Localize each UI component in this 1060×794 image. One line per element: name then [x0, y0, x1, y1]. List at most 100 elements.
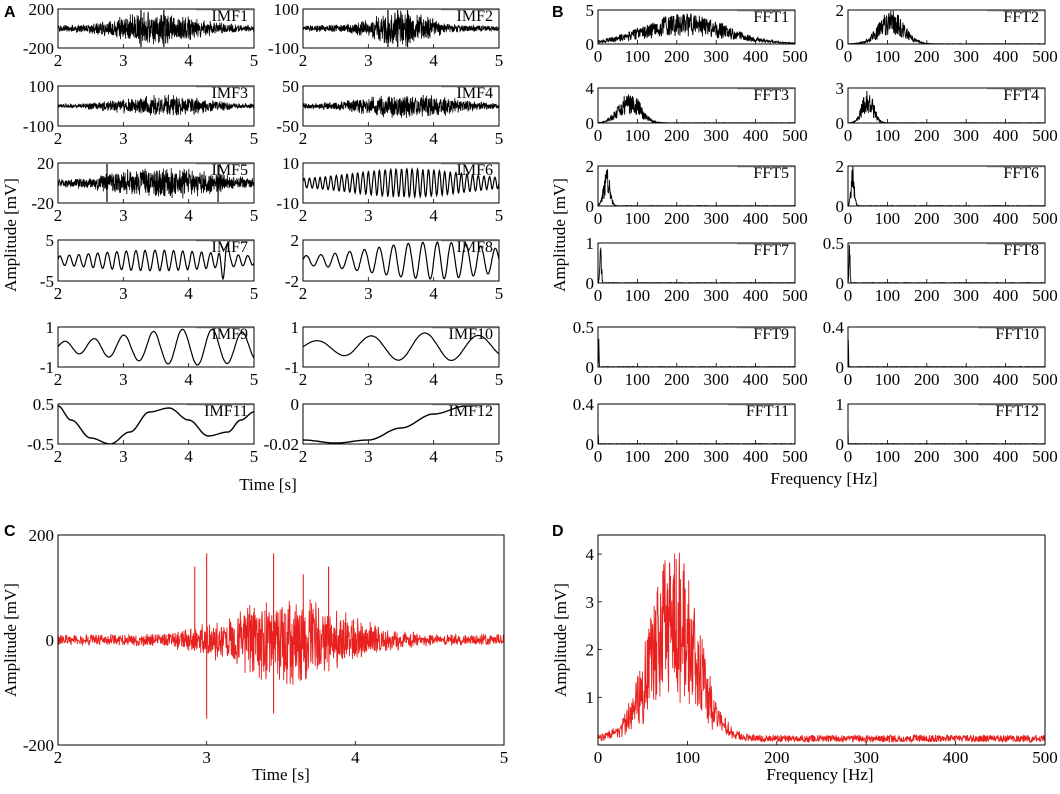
imf-11-ytick-label: 0.5: [33, 395, 54, 414]
imf-2-trace: [303, 10, 499, 47]
imf-12-trace-group: [303, 404, 499, 444]
fft-3-xtick-label: 200: [664, 126, 690, 145]
panel-b-xlabel: Frequency [Hz]: [770, 469, 877, 488]
panel-d-xlabel: Frequency [Hz]: [766, 765, 873, 784]
fft-11-xtick-label: 0: [594, 447, 603, 466]
fft-6-xtick-label: 200: [914, 209, 940, 228]
imf-5-ytick-label: -20: [31, 194, 54, 213]
fft-3-xtick-label: 100: [625, 126, 651, 145]
imf-4-xtick-label: 2: [299, 129, 308, 148]
imf-2-title: IMF2: [457, 8, 493, 25]
imf-6-frame: [302, 162, 500, 204]
panel-c-trace: [58, 599, 504, 685]
fft-3-axes: 0 100 200 300 400 500 4 0: [586, 79, 808, 145]
imf-9-trace: [58, 328, 254, 366]
imf-11-trace: [58, 405, 254, 444]
imf-10-trace-group: [303, 332, 499, 361]
fft-11-trace-group: [598, 434, 795, 444]
imf-1-xtick-label: 4: [184, 51, 193, 70]
imf-7-trace: [58, 243, 254, 281]
imf-3-ytick-label: -100: [23, 117, 54, 136]
imf-8-xtick-label: 3: [364, 284, 373, 303]
imf-10-title: IMF10: [449, 326, 493, 343]
imf-2-axes: 2 3 4 5 100 -100: [268, 0, 503, 70]
fft-4-xtick-label: 500: [1032, 126, 1058, 145]
imf-4-trace-group: [303, 94, 499, 119]
imf-6-xtick-label: 5: [495, 206, 504, 225]
imf-4-xtick-label: 3: [364, 129, 373, 148]
fft-6-axes: 0 100 200 300 400 500 2 0: [836, 157, 1058, 228]
imf-2-ytick-label: 100: [274, 0, 300, 19]
fft-4-xtick-label: 100: [875, 126, 901, 145]
imf-3-trace-group: [58, 94, 254, 116]
panel-letter-c: C: [4, 523, 16, 540]
panel-c-axes: 2 3 4 5 200 0 -200: [23, 526, 508, 767]
fft-5-frame: [597, 165, 796, 207]
panel-d-ytick-label: 4: [586, 545, 595, 564]
fft-9-trace: [598, 338, 795, 367]
imf-11-xtick-label: 2: [54, 447, 63, 466]
fft-6-xtick-label: 500: [1032, 209, 1058, 228]
fft-1-frame: [597, 9, 796, 45]
fft-4-xtick-label: 300: [953, 126, 979, 145]
imf-2-xtick-label: 5: [495, 51, 504, 70]
fft-10-xtick-label: 400: [993, 370, 1019, 389]
fft-11-frame: [597, 403, 796, 445]
fft-8-xtick-label: 400: [993, 286, 1019, 305]
panel-a-ylabel: Amplitude [mV]: [1, 178, 20, 292]
imf-7-title: IMF7: [212, 239, 248, 256]
fft-1-xtick-label: 100: [625, 47, 651, 66]
fft-3-ytick-label: 0: [586, 114, 595, 133]
fft-9-frame: [597, 326, 796, 368]
imf-7-ytick-label: 5: [46, 231, 55, 250]
imf-8-trace-group: [303, 241, 499, 280]
imf-9-xtick-label: 3: [119, 370, 128, 389]
imf-12-xtick-label: 4: [429, 447, 438, 466]
panel-d-xtick-label: 200: [764, 748, 790, 767]
fft-4-xtick-label: 0: [844, 126, 853, 145]
fft-4-xtick-label: 400: [993, 126, 1019, 145]
fft-7-xtick-label: 200: [664, 286, 690, 305]
fft-12-trace-group: [848, 424, 1045, 444]
fft-1-ytick-label: 0: [586, 35, 595, 54]
fft-8-xtick-label: 500: [1032, 286, 1058, 305]
imf-10-xtick-label: 3: [364, 370, 373, 389]
fft-9-xtick-label: 400: [743, 370, 769, 389]
imf-1-title: IMF1: [212, 8, 248, 25]
fft-12-xtick-label: 400: [993, 447, 1019, 466]
imf-8-trace: [303, 241, 499, 280]
imf-2-xtick-label: 2: [299, 51, 308, 70]
fft-10-xtick-label: 0: [844, 370, 853, 389]
fft-9-title: FFT9: [753, 326, 789, 343]
imf-10-ytick-label: -1: [285, 358, 299, 377]
fft-6-xtick-label: 100: [875, 209, 901, 228]
fft-7-xtick-label: 500: [782, 286, 808, 305]
fft-8-ytick-label: 0.5: [823, 234, 844, 253]
imf-1-xtick-label: 3: [119, 51, 128, 70]
imf-7-axes: 2 3 4 5 5 -5: [40, 231, 258, 303]
imf-11-xtick-label: 4: [184, 447, 193, 466]
imf-6-xtick-label: 2: [299, 206, 308, 225]
fft-7-xtick-label: 0: [594, 286, 603, 305]
fft-7-title: FFT7: [753, 242, 789, 259]
imf-2-frame: [302, 8, 500, 49]
imf-6-xtick-label: 3: [364, 206, 373, 225]
panel-c-ytick-label: -200: [23, 736, 54, 755]
fft-7-ytick-label: 0: [586, 274, 595, 293]
fft-6-xtick-label: 0: [844, 209, 853, 228]
imf-11-trace-group: [58, 405, 254, 444]
fft-5-xtick-label: 500: [782, 209, 808, 228]
panel-d-ytick-label: 3: [586, 593, 595, 612]
fft-1-xtick-label: 400: [743, 47, 769, 66]
fft-11-xtick-label: 200: [664, 447, 690, 466]
panel-c-ytick-label: 0: [46, 631, 55, 650]
imf-9-trace-group: [58, 328, 254, 366]
panel-d-xtick-label: 400: [943, 748, 969, 767]
imf-1-xtick-label: 2: [54, 51, 63, 70]
panel-c-ylabel: Amplitude [mV]: [1, 583, 20, 697]
fft-10-xtick-label: 300: [953, 370, 979, 389]
imf-5-axes: 2 3 4 5 20 -20: [31, 154, 258, 225]
imf-11-xtick-label: 5: [250, 447, 259, 466]
fft-4-xtick-label: 200: [914, 126, 940, 145]
fft-6-ytick-label: 0: [836, 197, 845, 216]
